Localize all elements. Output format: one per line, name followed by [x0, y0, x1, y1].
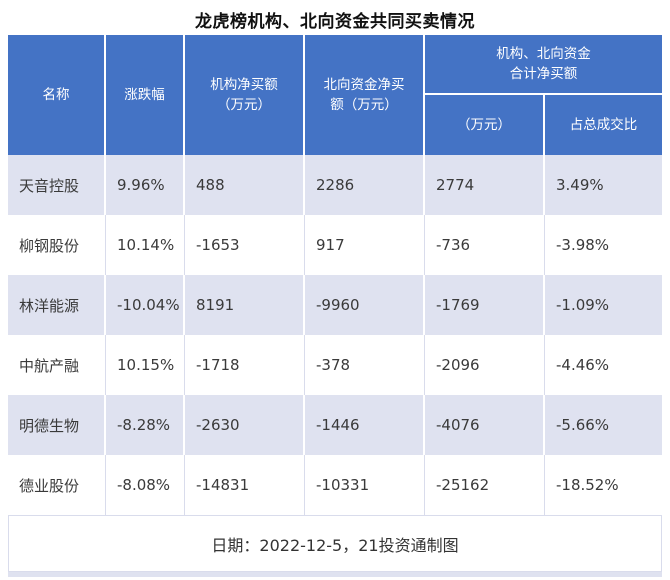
- cell-turnover-ratio: -5.66%: [545, 395, 662, 455]
- cell-turnover-ratio: -1.09%: [545, 275, 662, 335]
- cell-stock-name: 天音控股: [8, 155, 106, 215]
- cell-institution-net: 488: [185, 155, 305, 215]
- header-combined-net-buy-group: 机构、北向资金 合计净买额: [425, 35, 662, 95]
- cell-northbound-net: -1446: [305, 395, 425, 455]
- cell-change-pct: 9.96%: [106, 155, 185, 215]
- table-row: 天音控股 9.96% 488 2286 2774 3.49%: [8, 155, 662, 215]
- cell-northbound-net: -9960: [305, 275, 425, 335]
- cell-northbound-net: -378: [305, 335, 425, 395]
- cell-turnover-ratio: -18.52%: [545, 455, 662, 515]
- cell-stock-name: 柳钢股份: [8, 215, 106, 275]
- cell-change-pct: -10.04%: [106, 275, 185, 335]
- cell-change-pct: 10.15%: [106, 335, 185, 395]
- cell-northbound-net: 917: [305, 215, 425, 275]
- cell-combined-net: -25162: [425, 455, 545, 515]
- cell-stock-name: 明德生物: [8, 395, 106, 455]
- chart-title: 龙虎榜机构、北向资金共同买卖情况: [195, 12, 475, 32]
- header-combined-amount: （万元）: [425, 95, 545, 155]
- bottom-accent-strip: [8, 572, 662, 577]
- table-row: 林洋能源 -10.04% 8191 -9960 -1769 -1.09%: [8, 275, 662, 335]
- cell-stock-name: 中航产融: [8, 335, 106, 395]
- cell-combined-net: 2774: [425, 155, 545, 215]
- cell-change-pct: 10.14%: [106, 215, 185, 275]
- cell-institution-net: -2630: [185, 395, 305, 455]
- table-footer-note: 日期：2022-12-5，21投资通制图: [8, 515, 662, 572]
- cell-institution-net: -14831: [185, 455, 305, 515]
- cell-combined-net: -1769: [425, 275, 545, 335]
- table-row: 柳钢股份 10.14% -1653 917 -736 -3.98%: [8, 215, 662, 275]
- header-institution-net-buy: 机构净买额 （万元）: [185, 35, 305, 155]
- cell-change-pct: -8.28%: [106, 395, 185, 455]
- cell-change-pct: -8.08%: [106, 455, 185, 515]
- cell-combined-net: -2096: [425, 335, 545, 395]
- data-table: 名称 涨跌幅 机构净买额 （万元） 北向资金净买 额（万元） 机构、北向资金 合…: [8, 35, 662, 577]
- cell-stock-name: 林洋能源: [8, 275, 106, 335]
- cell-turnover-ratio: 3.49%: [545, 155, 662, 215]
- cell-combined-net: -4076: [425, 395, 545, 455]
- cell-stock-name: 德业股份: [8, 455, 106, 515]
- table-row: 明德生物 -8.28% -2630 -1446 -4076 -5.66%: [8, 395, 662, 455]
- header-name: 名称: [8, 35, 106, 155]
- cell-northbound-net: -10331: [305, 455, 425, 515]
- cell-institution-net: -1718: [185, 335, 305, 395]
- table-row: 中航产融 10.15% -1718 -378 -2096 -4.46%: [8, 335, 662, 395]
- table-row: 德业股份 -8.08% -14831 -10331 -25162 -18.52%: [8, 455, 662, 515]
- header-change: 涨跌幅: [106, 35, 185, 155]
- header-northbound-net-buy: 北向资金净买 额（万元）: [305, 35, 425, 155]
- cell-northbound-net: 2286: [305, 155, 425, 215]
- cell-combined-net: -736: [425, 215, 545, 275]
- cell-turnover-ratio: -4.46%: [545, 335, 662, 395]
- table-header: 名称 涨跌幅 机构净买额 （万元） 北向资金净买 额（万元） 机构、北向资金 合…: [8, 35, 662, 155]
- cell-turnover-ratio: -3.98%: [545, 215, 662, 275]
- cell-institution-net: -1653: [185, 215, 305, 275]
- cell-institution-net: 8191: [185, 275, 305, 335]
- header-combined-ratio: 占总成交比: [545, 95, 662, 155]
